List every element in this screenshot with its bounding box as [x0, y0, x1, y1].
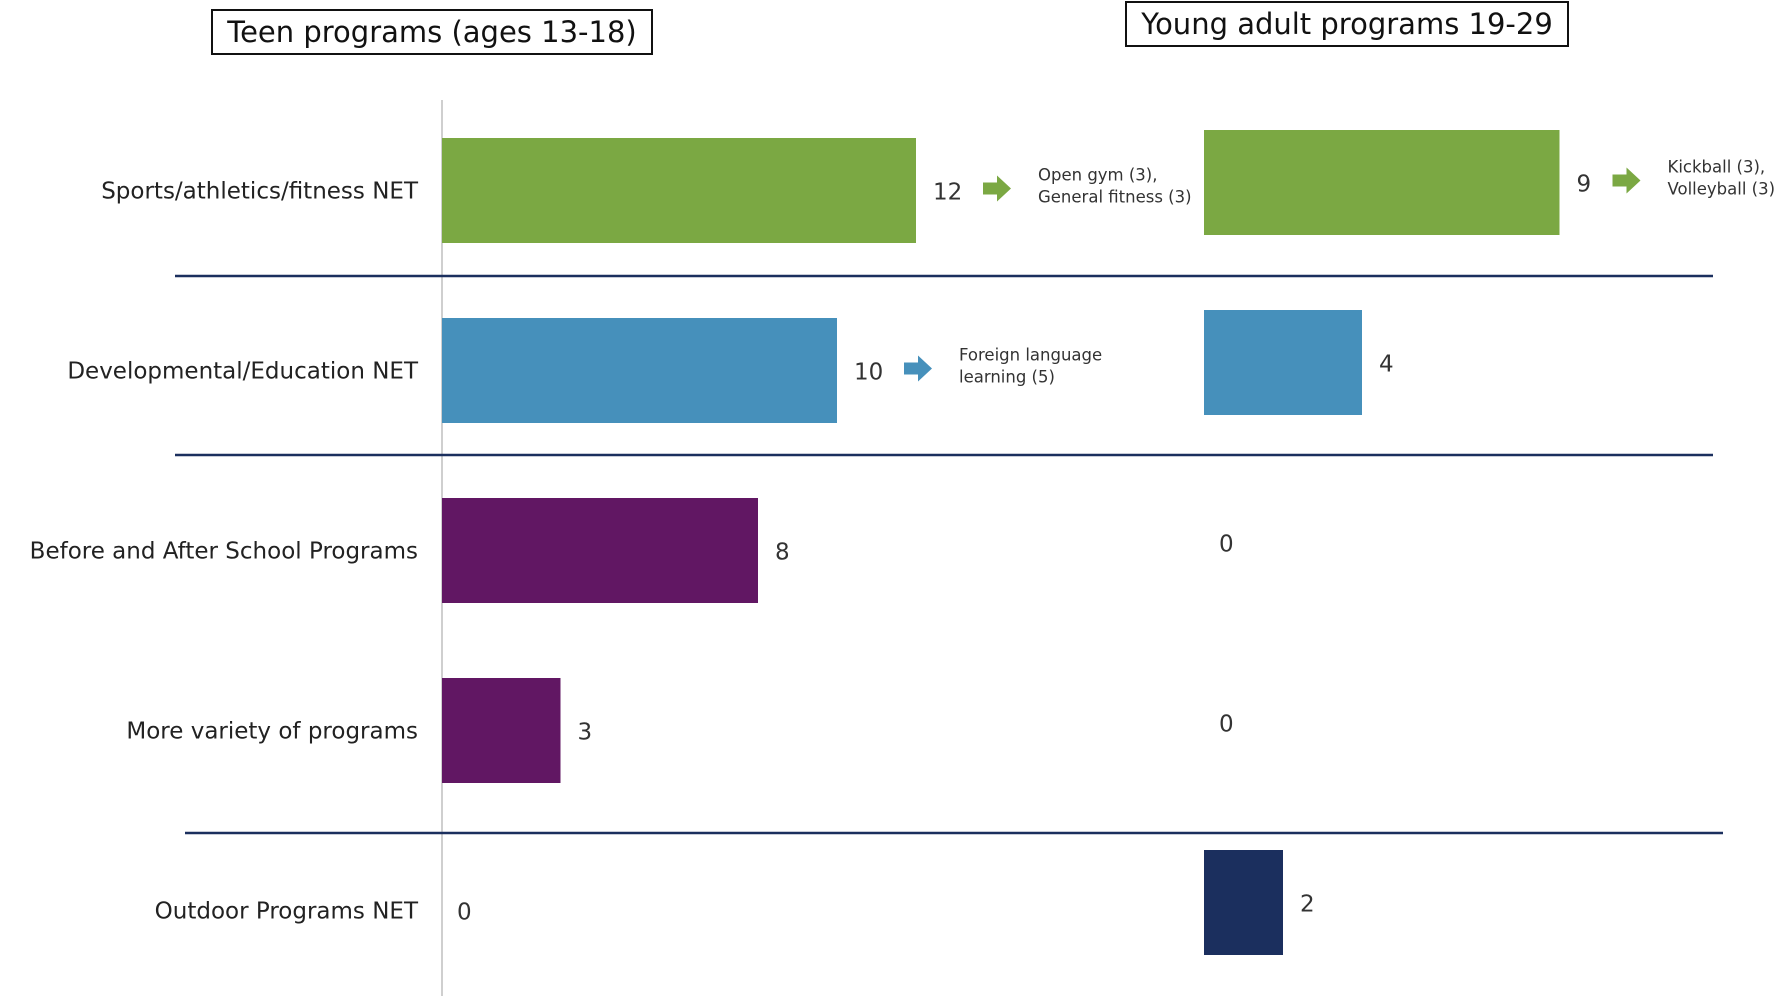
value-label: 9 — [1577, 172, 1592, 198]
panel-titles: Teen programs (ages 13-18) Young adult pr… — [211, 1, 1569, 55]
bar — [1204, 130, 1560, 235]
category-labels: Sports/athletics/fitness NET Developmenta… — [30, 179, 419, 925]
category-label: Developmental/Education NET — [67, 359, 419, 385]
group-separators — [175, 274, 1723, 835]
value-label: 3 — [578, 720, 593, 746]
value-label: 4 — [1379, 352, 1394, 378]
value-label: 0 — [1219, 532, 1234, 558]
category-label: Sports/athletics/fitness NET — [101, 179, 419, 205]
panel-title: Teen programs (ages 13-18) — [226, 15, 636, 49]
bar — [442, 318, 837, 423]
bar — [1204, 310, 1362, 415]
category-label: More variety of programs — [126, 719, 418, 745]
value-label: 2 — [1300, 892, 1315, 918]
annotation-text: Open gym (3), General fitness (3) — [1038, 166, 1192, 207]
category-label: Before and After School Programs — [30, 539, 418, 565]
category-label: Outdoor Programs NET — [155, 899, 419, 925]
value-label: 12 — [933, 180, 962, 206]
annotation-text: Foreign language learning (5) — [959, 346, 1102, 387]
arrow-icon — [1612, 167, 1641, 194]
value-label: 10 — [854, 360, 883, 386]
value-labels: 12 10 8 3 0 9 4 0 0 2 — [457, 172, 1591, 926]
bar — [1204, 850, 1283, 955]
bars — [442, 130, 1560, 955]
value-label: 0 — [1219, 712, 1234, 738]
panel-title: Young adult programs 19-29 — [1140, 7, 1553, 41]
panel-title-box — [1125, 1, 1569, 47]
annotations: Open gym (3), General fitness (3) Foreign … — [904, 158, 1775, 387]
bar — [442, 678, 561, 783]
bar — [442, 138, 916, 243]
value-label: 8 — [775, 540, 790, 566]
arrow-icon — [904, 355, 932, 382]
annotation-text: Kickball (3), Volleyball (3) — [1668, 158, 1776, 199]
value-label: 0 — [457, 900, 472, 926]
bar — [442, 498, 758, 603]
arrow-icon — [983, 175, 1011, 202]
panel-title-box — [211, 9, 653, 55]
